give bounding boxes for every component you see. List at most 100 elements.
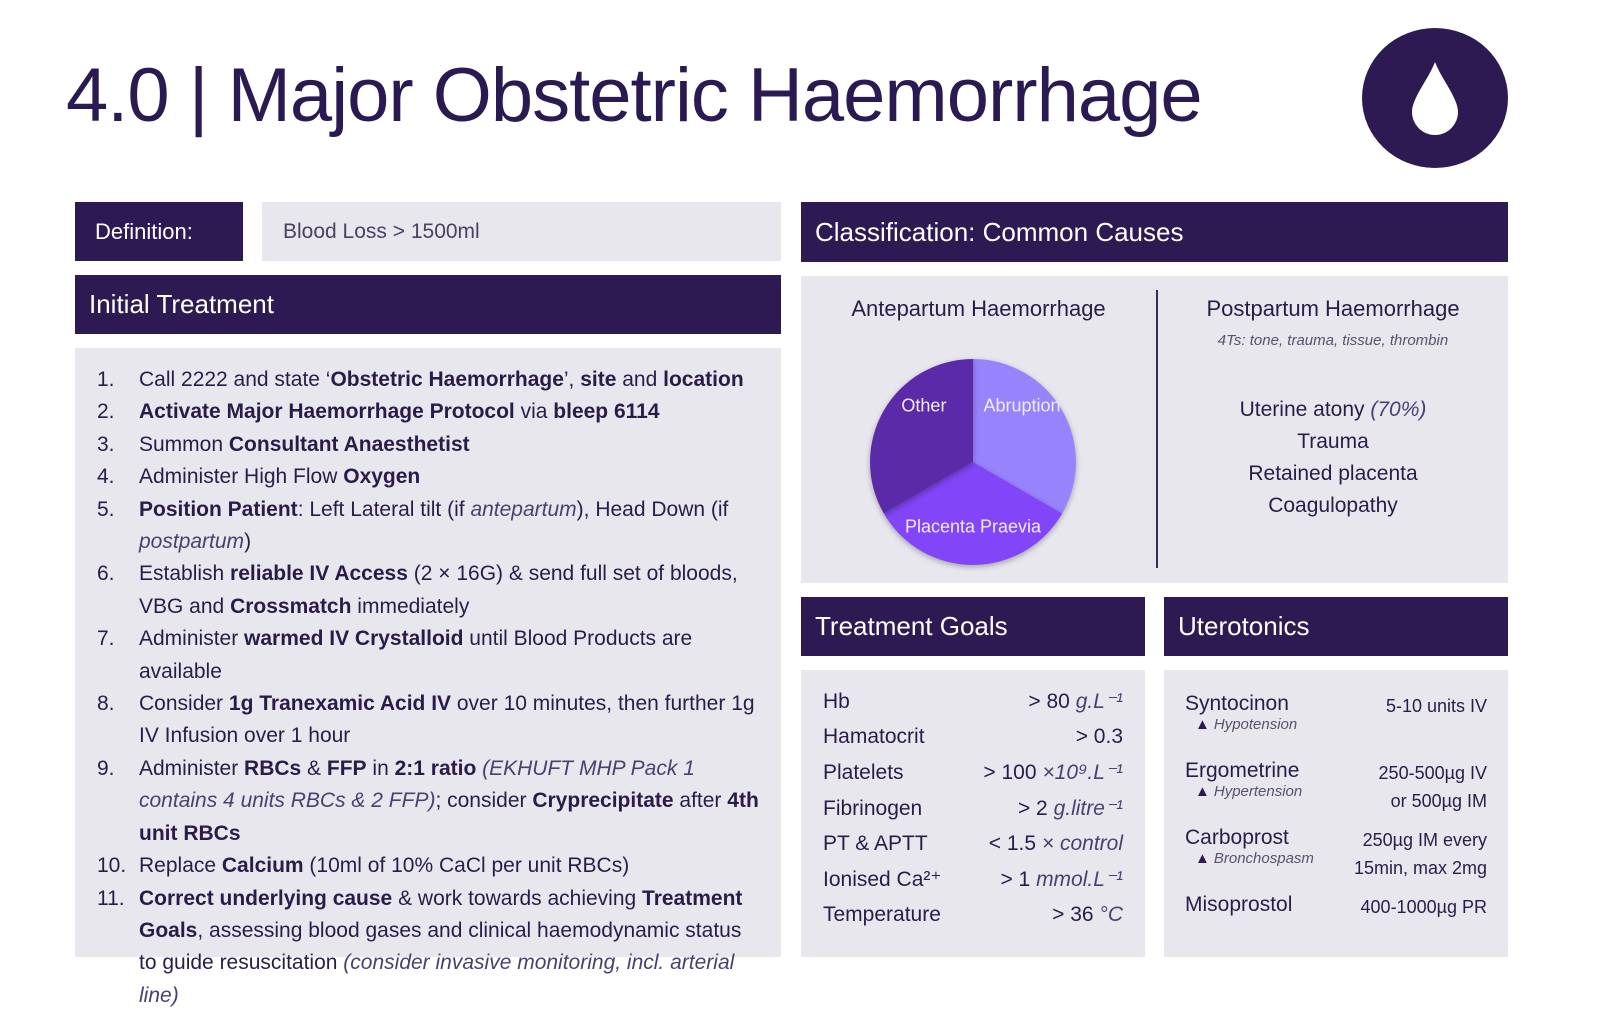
goal-row: Hb > 80 g.L⁻¹	[823, 684, 1123, 720]
item-number: 7.	[97, 623, 139, 688]
text: after	[674, 789, 728, 812]
goal-name: PT & APTT	[823, 832, 928, 856]
item-text: Consider 1g Tranexamic Acid IV over 10 m…	[139, 688, 761, 753]
italic-note: antepartum	[470, 498, 576, 521]
item-text: Correct underlying cause & work towards …	[139, 883, 761, 1012]
dose-line: 5-10 units IV	[1386, 692, 1487, 720]
postpartum-subtitle: 4Ts: tone, trauma, tissue, thrombin	[1158, 332, 1508, 349]
drug-name: Misoprostol	[1185, 893, 1292, 917]
goal-row: Fibrinogen> 2 g.litre⁻¹	[823, 791, 1123, 827]
goal-unit: °C	[1099, 903, 1123, 926]
dose-line: 400-1000µg PR	[1361, 893, 1487, 921]
list-item: 5.Position Patient: Left Lateral tilt (i…	[97, 494, 761, 559]
goal-row: Platelets> 100 ×10⁹.L⁻¹	[823, 755, 1123, 791]
text: Administer	[139, 627, 244, 650]
bold-text: Oxygen	[343, 465, 420, 488]
goal-unit: g.L⁻¹	[1076, 690, 1123, 713]
bold-text: Crossmatch	[230, 595, 351, 618]
dose-line: 250µg IM every	[1354, 826, 1487, 854]
text: Consider	[139, 692, 229, 715]
goal-threshold: > 36	[1052, 903, 1093, 926]
item-number: 2.	[97, 396, 139, 428]
goal-value: > 1 mmol.L⁻¹	[1000, 867, 1123, 892]
goal-threshold: > 100	[983, 761, 1036, 784]
item-text: Activate Major Haemorrhage Protocol via …	[139, 396, 660, 428]
goal-name: Hamatocrit	[823, 725, 925, 749]
drug-info: Carboprost▲Bronchospasm	[1185, 826, 1314, 893]
cause-item: Coagulopathy	[1158, 490, 1508, 522]
text: immediately	[351, 595, 469, 618]
goal-value: > 80 g.L⁻¹	[1028, 689, 1123, 714]
pie-label: Abruption	[984, 396, 1061, 416]
bold-text: Cryprecipitate	[532, 789, 673, 812]
drug-name: Syntocinon	[1185, 692, 1297, 716]
blood-drop-icon	[1410, 60, 1460, 136]
item-text: Administer warmed IV Crystalloid until B…	[139, 623, 761, 688]
goal-threshold: > 1	[1000, 868, 1030, 891]
item-number: 11.	[97, 883, 139, 1012]
text: Replace	[139, 854, 222, 877]
text: and	[616, 368, 663, 391]
goal-name: Ionised Ca²⁺	[823, 867, 941, 892]
list-item: 9.Administer RBCs & FFP in 2:1 ratio (EK…	[97, 753, 761, 850]
side-effect-label: Bronchospasm	[1214, 850, 1314, 867]
side-effect-label: Hypertension	[1214, 783, 1302, 800]
list-item: 7.Administer warmed IV Crystalloid until…	[97, 623, 761, 688]
goal-value: < 1.5 × control	[989, 832, 1123, 856]
page-title: 4.0 | Major Obstetric Haemorrhage	[66, 52, 1202, 139]
bold-text: 2:1 ratio	[395, 757, 477, 780]
text: (10ml of 10% CaCl per unit RBCs)	[304, 854, 630, 877]
treatment-goals-header: Treatment Goals	[801, 597, 1145, 656]
text: : Left Lateral tilt (if	[298, 498, 471, 521]
bold-text: Calcium	[222, 854, 304, 877]
drug-name: Ergometrine	[1185, 759, 1302, 783]
goal-value: > 100 ×10⁹.L⁻¹	[983, 760, 1123, 785]
bold-text: FFP	[327, 757, 367, 780]
item-number: 5.	[97, 494, 139, 559]
uterotonic-row: Syntocinon▲Hypotension 5-10 units IV	[1185, 692, 1487, 759]
text: ; consider	[435, 789, 532, 812]
bold-text: 1g Tranexamic Acid IV	[229, 692, 451, 715]
bold-text: reliable IV Access	[230, 562, 408, 585]
bold-text: Obstetric Haemorrhage	[330, 368, 563, 391]
list-item: 10.Replace Calcium (10ml of 10% CaCl per…	[97, 850, 761, 882]
list-item: 1.Call 2222 and state ‘Obstetric Haemorr…	[97, 364, 761, 396]
goal-unit: × control	[1042, 832, 1123, 855]
text: )	[244, 530, 251, 553]
text: ), Head Down (if	[577, 498, 729, 521]
definition-label: Definition:	[75, 202, 243, 261]
list-item: 6.Establish reliable IV Access (2 × 16G)…	[97, 558, 761, 623]
goal-threshold: < 1.5	[989, 832, 1036, 855]
side-effect-label: Hypotension	[1214, 716, 1297, 733]
item-number: 3.	[97, 429, 139, 461]
postpartum-causes: Uterine atony (70%) Trauma Retained plac…	[1158, 394, 1508, 522]
dose-line: 15min, max 2mg	[1354, 854, 1487, 882]
goal-unit: g.litre⁻¹	[1054, 797, 1123, 820]
goal-unit: mmol.L⁻¹	[1036, 868, 1123, 891]
bold-text: Consultant Anaesthetist	[229, 433, 470, 456]
pie-label: Other	[901, 396, 946, 416]
postpartum-title: Postpartum Haemorrhage	[1158, 296, 1508, 322]
goal-value: > 36 °C	[1052, 903, 1123, 927]
list-item: 4.Administer High Flow Oxygen	[97, 461, 761, 493]
item-number: 9.	[97, 753, 139, 850]
item-number: 10.	[97, 850, 139, 882]
list-item: 8.Consider 1g Tranexamic Acid IV over 10…	[97, 688, 761, 753]
bold-text: location	[663, 368, 744, 391]
goal-name: Temperature	[823, 903, 941, 927]
item-text: Administer RBCs & FFP in 2:1 ratio (EKHU…	[139, 753, 761, 850]
list-item: 11.Correct underlying cause & work towar…	[97, 883, 761, 1012]
drug-info: Misoprostol	[1185, 893, 1292, 933]
bold-text: bleep 6114	[553, 400, 659, 423]
text: in	[367, 757, 395, 780]
warning-icon: ▲	[1195, 850, 1210, 867]
drug-info: Syntocinon▲Hypotension	[1185, 692, 1297, 759]
drug-dose: 400-1000µg PR	[1361, 893, 1487, 933]
bold-text: Activate Major Haemorrhage Protocol	[139, 400, 515, 423]
goal-name: Hb	[823, 690, 850, 714]
